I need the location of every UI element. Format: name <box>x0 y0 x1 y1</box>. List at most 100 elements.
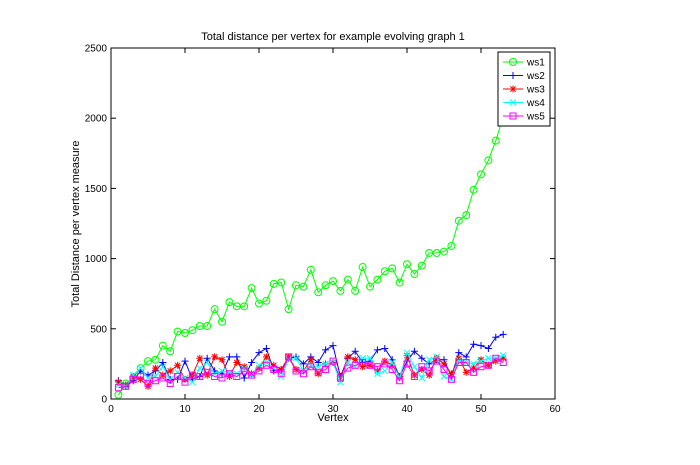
data-point-ws1 <box>240 302 249 311</box>
legend-label: ws5 <box>526 112 545 123</box>
data-point-ws2 <box>225 353 233 361</box>
data-point-ws5 <box>188 371 196 379</box>
data-point-ws4 <box>433 353 440 361</box>
data-point-ws4 <box>374 370 381 378</box>
legend-label: ws3 <box>526 85 545 96</box>
y-tick-label: 1500 <box>85 184 108 195</box>
plot-area <box>110 47 556 400</box>
data-point-ws5 <box>240 367 248 375</box>
data-point-ws2 <box>314 358 322 366</box>
data-point-ws1 <box>144 357 152 366</box>
data-point-ws5 <box>270 366 278 374</box>
data-point-ws1 <box>351 286 360 295</box>
data-point-ws3 <box>447 370 455 378</box>
data-point-ws1 <box>284 305 293 314</box>
data-point-ws5 <box>166 380 174 388</box>
data-point-ws4 <box>366 354 374 362</box>
data-point-ws2 <box>240 374 248 382</box>
legend-label: ws4 <box>526 98 545 109</box>
data-point-ws2 <box>159 358 167 366</box>
data-point-ws5 <box>292 367 300 375</box>
data-point-ws3 <box>462 368 470 376</box>
data-point-ws5 <box>262 361 270 369</box>
data-point-ws5 <box>151 377 159 385</box>
legend-marker <box>509 85 517 93</box>
data-point-ws1 <box>225 298 234 307</box>
data-point-ws5 <box>218 374 226 382</box>
data-point-ws1 <box>395 278 404 287</box>
data-point-ws5 <box>425 367 433 375</box>
x-tick-label: 50 <box>475 404 487 415</box>
data-point-ws4 <box>137 364 144 372</box>
data-point-ws3 <box>359 363 367 371</box>
data-point-ws3 <box>440 360 448 368</box>
data-point-ws2 <box>329 342 337 350</box>
data-point-ws4 <box>470 360 477 368</box>
data-point-ws5 <box>196 373 204 381</box>
x-tick-label: 0 <box>108 404 114 415</box>
data-point-ws4 <box>425 356 433 364</box>
data-point-ws1 <box>477 170 485 179</box>
data-point-ws1 <box>277 278 286 287</box>
data-point-ws3 <box>470 364 478 372</box>
data-point-ws1 <box>255 299 263 308</box>
data-point-ws3 <box>218 356 226 364</box>
data-point-ws4 <box>485 354 492 362</box>
data-point-ws1 <box>158 341 167 350</box>
data-point-ws2 <box>203 354 211 362</box>
data-point-ws5 <box>396 377 404 385</box>
x-axis-label: Vertex <box>317 412 349 424</box>
data-point-ws3 <box>151 364 159 372</box>
data-point-ws1 <box>484 156 493 165</box>
data-point-ws1 <box>343 275 352 284</box>
data-point-ws3 <box>388 361 396 369</box>
y-tick-label: 0 <box>101 395 107 406</box>
legend-marker <box>509 72 517 79</box>
data-point-ws1 <box>210 305 219 314</box>
legend: ws1 ws2 ws3 ws4 ws5 <box>497 51 551 127</box>
data-point-ws2 <box>470 340 478 348</box>
data-point-ws3 <box>455 354 463 362</box>
series-line-ws1 <box>117 116 504 396</box>
x-tick-label: 40 <box>401 404 413 415</box>
data-point-ws1 <box>469 185 478 194</box>
data-point-ws5 <box>144 380 152 388</box>
data-point-ws5 <box>114 384 122 392</box>
data-point-ws1 <box>188 326 197 335</box>
x-tick-label: 60 <box>549 404 561 415</box>
data-point-ws5 <box>314 368 322 376</box>
data-point-ws4 <box>144 374 152 382</box>
data-point-ws3 <box>114 378 122 386</box>
data-point-ws5 <box>129 375 137 383</box>
data-point-ws3 <box>499 354 507 362</box>
data-point-ws5 <box>440 366 448 374</box>
legend-label: ws1 <box>526 58 545 69</box>
data-point-ws4 <box>381 367 389 375</box>
data-point-ws2 <box>381 344 389 352</box>
data-point-ws4 <box>477 357 485 365</box>
data-point-ws5 <box>344 364 352 372</box>
axes: 0 10 20 30 40 50 60 0 500 1000 1500 2000 2500 <box>85 44 561 416</box>
data-point-ws2 <box>410 347 418 355</box>
data-point-ws3 <box>373 367 381 375</box>
data-point-ws4 <box>359 354 366 362</box>
data-point-ws5 <box>248 371 256 379</box>
data-point-ws4 <box>337 378 344 386</box>
data-point-ws5 <box>299 370 307 378</box>
series-ws5 <box>114 353 507 392</box>
data-point-ws3 <box>351 356 359 364</box>
data-point-ws2 <box>322 346 330 354</box>
legend-item: ws4 <box>503 98 545 109</box>
data-point-ws3 <box>240 363 248 371</box>
data-point-ws1 <box>447 241 456 250</box>
data-point-ws1 <box>292 281 300 290</box>
chart-title: Total distance per vertex for example ev… <box>201 31 465 43</box>
data-point-ws1 <box>454 216 463 225</box>
data-point-ws1 <box>366 282 374 291</box>
data-point-ws1 <box>321 281 330 290</box>
data-point-ws4 <box>152 373 159 380</box>
data-point-ws3 <box>314 370 322 378</box>
data-point-ws1 <box>388 264 397 273</box>
data-point-ws5 <box>255 367 263 375</box>
